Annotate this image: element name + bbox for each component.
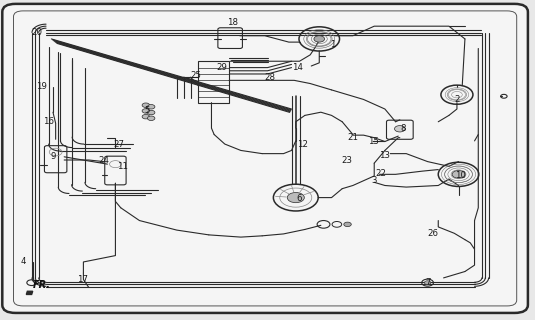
Circle shape (148, 116, 155, 121)
Text: 3: 3 (371, 176, 377, 185)
Circle shape (142, 115, 150, 119)
Text: 22: 22 (375, 169, 386, 178)
Text: 24: 24 (98, 156, 109, 165)
Text: 19: 19 (36, 82, 47, 91)
Text: 2: 2 (454, 95, 460, 104)
Text: 16: 16 (43, 117, 54, 126)
Circle shape (142, 109, 150, 113)
Text: FR.: FR. (33, 280, 51, 290)
Text: 21: 21 (347, 133, 358, 142)
Text: 11: 11 (117, 162, 128, 171)
Circle shape (287, 193, 304, 203)
Text: 18: 18 (227, 19, 238, 28)
Circle shape (142, 103, 150, 108)
Text: 14: 14 (293, 63, 303, 72)
Text: 25: 25 (190, 71, 201, 80)
Circle shape (148, 110, 155, 115)
Text: 9: 9 (50, 152, 56, 161)
Text: 26: 26 (427, 229, 438, 238)
Text: 28: 28 (264, 73, 275, 82)
Circle shape (314, 36, 325, 42)
Text: 4: 4 (20, 257, 26, 266)
Text: 12: 12 (297, 140, 308, 149)
Circle shape (452, 171, 465, 178)
FancyBboxPatch shape (2, 4, 528, 313)
Text: 1: 1 (330, 40, 335, 49)
Circle shape (344, 222, 351, 227)
Text: 8: 8 (401, 124, 406, 132)
Polygon shape (26, 291, 33, 294)
Text: 7: 7 (425, 278, 430, 287)
Text: 5: 5 (144, 106, 150, 115)
Text: 6: 6 (297, 194, 302, 204)
Text: 10: 10 (455, 171, 466, 180)
Text: 29: 29 (217, 63, 227, 72)
Circle shape (424, 281, 431, 284)
Text: 20: 20 (32, 28, 42, 37)
Text: 23: 23 (341, 156, 352, 165)
Circle shape (148, 105, 155, 109)
Circle shape (394, 125, 405, 132)
Text: 17: 17 (77, 275, 88, 284)
Text: 13: 13 (379, 151, 391, 160)
Text: 15: 15 (368, 137, 379, 146)
Text: 27: 27 (113, 140, 125, 149)
Bar (198, 61, 229, 103)
